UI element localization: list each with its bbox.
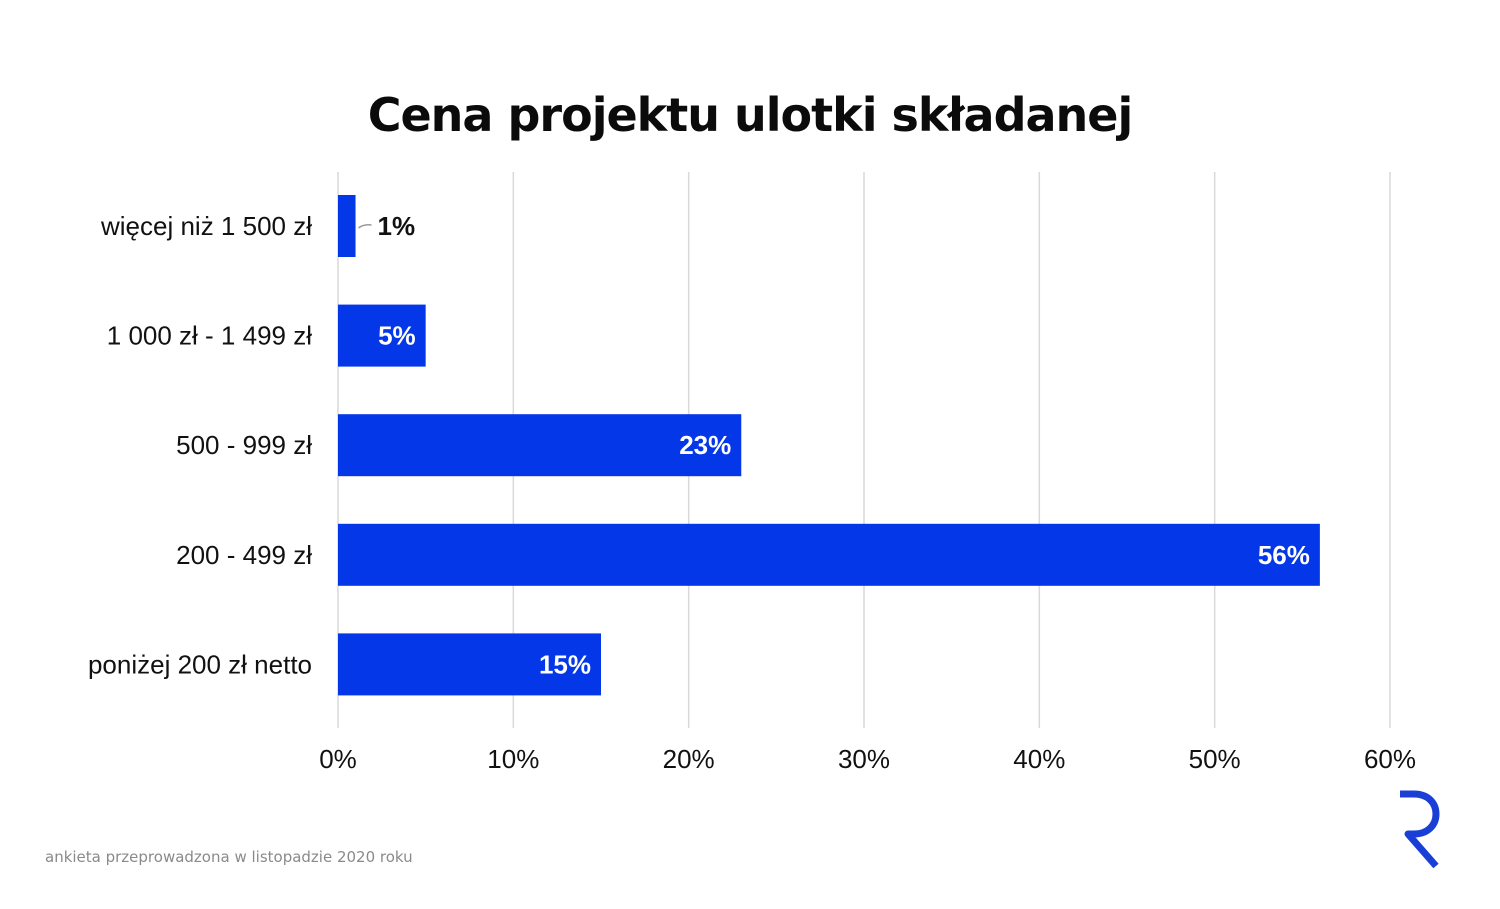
bar (338, 633, 601, 696)
x-tick-label: 40% (1013, 744, 1065, 774)
x-tick-label: 0% (319, 744, 357, 774)
category-label: więcej niż 1 500 zł (100, 211, 312, 241)
x-tick-label: 20% (663, 744, 715, 774)
category-label: 200 - 499 zł (176, 540, 312, 570)
footnote: ankieta przeprowadzona w listopadzie 202… (45, 848, 413, 866)
bar (338, 195, 356, 257)
x-tick-label: 10% (487, 744, 539, 774)
value-label: 56% (1258, 540, 1310, 570)
value-leader-line (358, 224, 372, 229)
r-logo-icon (1400, 790, 1440, 869)
x-tick-labels: 0% 10% 20% 30% 40% 50% 60% (319, 744, 1416, 774)
category-label: 500 - 999 zł (176, 430, 312, 460)
bar (338, 414, 742, 477)
x-tick-label: 60% (1364, 744, 1416, 774)
category-label: poniżej 200 zł netto (88, 649, 312, 679)
bar (338, 304, 426, 367)
category-labels: więcej niż 1 500 zł 1 000 zł - 1 499 zł 50… (88, 211, 312, 679)
bars (338, 195, 1320, 696)
x-tick-label: 30% (838, 744, 890, 774)
value-label: 23% (679, 430, 731, 460)
x-tick-label: 50% (1189, 744, 1241, 774)
value-label: 15% (539, 649, 591, 679)
chart-title: Cena projektu ulotki składanej (367, 88, 1134, 142)
bar (338, 523, 1320, 586)
value-labels: 1% 5% 23% 56% 15% (358, 211, 1310, 679)
category-label: 1 000 zł - 1 499 zł (107, 321, 312, 351)
value-label: 1% (378, 211, 416, 241)
value-label: 5% (378, 321, 416, 351)
